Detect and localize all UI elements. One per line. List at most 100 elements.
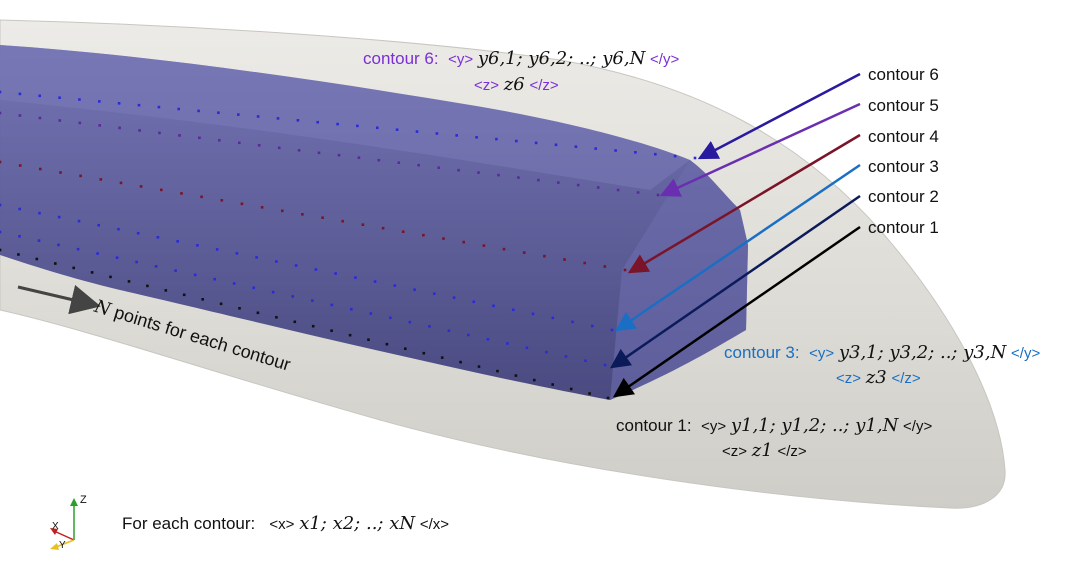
contour-point: [636, 191, 640, 194]
contour-point: [525, 346, 529, 350]
contour-point: [377, 158, 381, 162]
contour-point: [0, 90, 2, 94]
contour-point: [18, 207, 21, 211]
contour-point: [90, 271, 94, 274]
contour-point: [395, 128, 399, 131]
contour-point: [610, 328, 614, 332]
contour-point: [551, 316, 555, 320]
contour3-z-close: </z>: [891, 370, 921, 387]
contour-point: [160, 188, 163, 192]
contour-point: [17, 253, 20, 256]
legend-label-contour-6: contour 6: [868, 65, 939, 84]
contour-point: [334, 272, 337, 275]
contour-4-dots: [0, 160, 627, 272]
arrow-contour-3: [614, 163, 861, 332]
contour-point: [200, 195, 203, 199]
contour-point: [367, 338, 370, 341]
contour-point: [139, 185, 143, 188]
contour-point: [502, 247, 506, 251]
contour-point: [591, 324, 594, 328]
contour-point: [197, 109, 200, 113]
contour-point: [385, 342, 389, 346]
contour-point: [178, 134, 181, 137]
contour-point: [440, 356, 444, 359]
legend-label-contour-1: contour 1: [868, 218, 939, 237]
axis-label-z: Z: [80, 494, 87, 506]
contour-point: [321, 216, 324, 219]
contour-point: [442, 237, 445, 240]
contour-point: [348, 333, 352, 337]
legend-label-contour-2: contour 2: [868, 187, 939, 206]
contour1-z-annotation: <z> z1 </z>: [722, 440, 807, 461]
contour-point: [275, 260, 278, 263]
contour-point: [98, 100, 101, 103]
contour-point: [603, 363, 607, 367]
contour-point: [554, 143, 558, 147]
contour-point: [433, 292, 436, 295]
contour-point: [117, 102, 121, 105]
contour-point: [413, 288, 416, 291]
contour-point: [98, 124, 101, 127]
contour-point: [373, 280, 377, 283]
contour3-y-close: </y>: [1011, 345, 1041, 362]
contour-point: [198, 136, 201, 140]
contour-point: [240, 202, 244, 206]
contour-dot-rows: [0, 90, 697, 400]
contour-point: [336, 122, 339, 126]
contour-point: [193, 273, 197, 277]
contour-point: [213, 277, 216, 281]
arrow-contour-6: [697, 72, 861, 160]
contour-point: [537, 178, 540, 182]
contour-point: [656, 193, 660, 197]
contour6-z-open: <z>: [474, 77, 500, 94]
contour1-y-close: </y>: [903, 418, 933, 435]
volume-top-face: [0, 45, 690, 190]
contour-point: [389, 316, 392, 320]
contour-point: [634, 151, 637, 154]
contour-point: [337, 153, 341, 157]
contour1-z-close: </z>: [777, 443, 807, 460]
contour-6-dots: [0, 90, 697, 160]
contour-point: [232, 282, 236, 285]
contour-point: [260, 206, 264, 209]
contour-1-dots: [0, 248, 610, 400]
contour-point: [311, 299, 314, 302]
contour6-z-value: z6: [503, 74, 525, 95]
contour-point: [397, 161, 401, 164]
contour-point: [59, 171, 62, 174]
contour-point: [0, 230, 2, 234]
contour-point: [545, 350, 548, 354]
contour3-z-value: z3: [865, 367, 887, 388]
contour-point: [275, 316, 278, 319]
contour-point: [314, 268, 318, 271]
contour-point: [96, 252, 99, 255]
contour-point: [486, 338, 490, 341]
contour-point: [401, 230, 405, 233]
contour1-name: contour 1:: [616, 416, 692, 435]
contour-point: [77, 219, 81, 223]
contour-point: [154, 265, 158, 268]
contour-point: [311, 324, 315, 328]
contour-point: [238, 307, 241, 310]
contour-point: [57, 243, 60, 247]
contour-point: [115, 256, 119, 259]
volume-end-face: [610, 160, 748, 400]
contour-point: [654, 152, 657, 156]
contour-point: [235, 252, 239, 255]
contour1-y-values: y1,1; y1,2; ..; y1,N: [730, 415, 899, 436]
contour-point: [72, 266, 75, 270]
contour-point: [238, 141, 241, 145]
axis-triad: [50, 498, 78, 550]
contour-point: [381, 226, 385, 230]
contour-point: [317, 151, 321, 155]
contour-point: [97, 223, 100, 227]
contour-point: [557, 181, 560, 184]
contour-point: [35, 257, 39, 261]
contour-point: [18, 114, 22, 117]
contour-point: [201, 298, 204, 301]
contour-point: [596, 186, 600, 189]
contour-point: [136, 231, 140, 235]
contour-point: [215, 248, 219, 251]
contour-point: [76, 247, 80, 251]
contour-point: [356, 124, 359, 128]
